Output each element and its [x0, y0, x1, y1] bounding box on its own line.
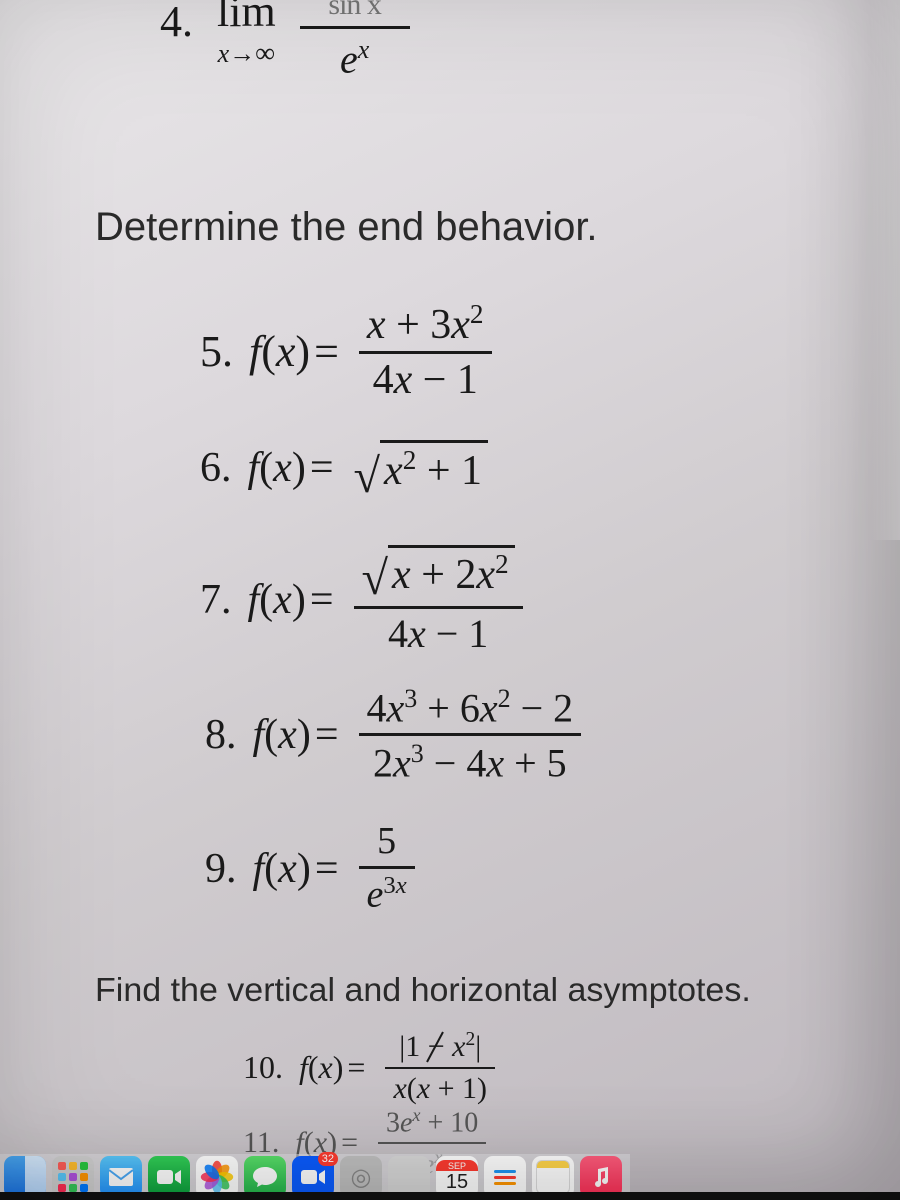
problem-6: 6. f(x)= √ x2 + 1	[200, 440, 488, 495]
problem-7-number: 7.	[200, 576, 232, 624]
problem-9-denominator: e3x	[359, 873, 415, 916]
reminders-lines	[494, 1167, 516, 1188]
problem-10-number: 10.	[243, 1049, 283, 1086]
photos-flower	[203, 1163, 231, 1191]
problem-4: 4. lim x→∞ sin x ex	[160, 0, 410, 79]
problem-4-fraction: sin x ex	[300, 0, 410, 79]
problem-6-radicand: x2 + 1	[380, 440, 488, 495]
problem-7-radicand: x + 2x2	[388, 545, 515, 597]
problem-8-numerator: 4x3 + 6x2 − 2	[359, 685, 582, 729]
problem-5: 5. f(x)= x + 3x2 4x − 1	[200, 300, 492, 402]
problem-9-number: 9.	[205, 845, 237, 893]
launchpad-grid	[58, 1162, 88, 1192]
problem-9-lhs: f(x)=	[253, 845, 345, 893]
problem-6-lhs: f(x)=	[248, 444, 340, 492]
limit-subscript: x→∞	[218, 40, 276, 68]
problem-5-denominator: 4x − 1	[365, 358, 486, 402]
laptop-bezel-edge	[0, 1192, 900, 1200]
problem-7-numerator: √ x + 2x2	[354, 545, 523, 602]
calendar-day: 15	[446, 1170, 468, 1194]
textbook-page: 4. lim x→∞ sin x ex Determine the end be…	[0, 0, 900, 1200]
screen-photo: 4. lim x→∞ sin x ex Determine the end be…	[0, 0, 900, 1200]
problem-10-numerator: |1 − x2|	[391, 1030, 489, 1063]
problem-5-numerator: x + 3x2	[359, 300, 492, 347]
radical-icon: √	[354, 458, 381, 497]
limit-operator: lim x→∞	[217, 0, 276, 68]
section-heading-end-behavior: Determine the end behavior.	[95, 205, 598, 250]
problem-10: 10. f(x)= |1 − x2| x(x + 1)	[243, 1030, 495, 1104]
problem-6-number: 6.	[200, 444, 232, 492]
problem-8-lhs: f(x)=	[253, 711, 345, 759]
problem-9-fraction: 5 e3x	[359, 822, 415, 915]
problem-4-denominator: ex	[332, 37, 377, 79]
problem-9: 9. f(x)= 5 e3x	[205, 822, 415, 915]
problem-5-lhs: f(x)=	[249, 326, 345, 377]
problem-10-lhs: f(x)=	[299, 1049, 371, 1086]
problem-9-numerator: 5	[369, 822, 404, 862]
problem-8-fraction: 4x3 + 6x2 − 2 2x3 − 4x + 5	[359, 685, 582, 785]
problem-10-denominator: x(x + 1)	[385, 1073, 495, 1105]
problem-7-denominator: 4x − 1	[380, 613, 496, 655]
problem-4-number: 4.	[160, 0, 193, 47]
problem-11-numerator: 3ex + 10	[378, 1106, 486, 1138]
problem-7-fraction: √ x + 2x2 4x − 1	[354, 545, 523, 655]
problem-8: 8. f(x)= 4x3 + 6x2 − 2 2x3 − 4x + 5	[205, 685, 581, 785]
problem-5-fraction: x + 3x2 4x − 1	[359, 300, 492, 402]
problem-8-number: 8.	[205, 711, 237, 759]
radical-icon: √	[362, 560, 389, 599]
problem-7: 7. f(x)= √ x + 2x2 4x − 1	[200, 545, 523, 655]
problem-8-denominator: 2x3 − 4x + 5	[365, 740, 575, 784]
problem-4-numerator-cut: sin x	[320, 0, 389, 20]
problem-10-fraction: |1 − x2| x(x + 1)	[385, 1030, 495, 1104]
problem-6-sqrt: √ x2 + 1	[354, 440, 489, 495]
problem-7-lhs: f(x)=	[248, 576, 340, 624]
problem-5-number: 5.	[200, 326, 233, 377]
section-heading-asymptotes: Find the vertical and horizontal asympto…	[95, 971, 751, 1009]
